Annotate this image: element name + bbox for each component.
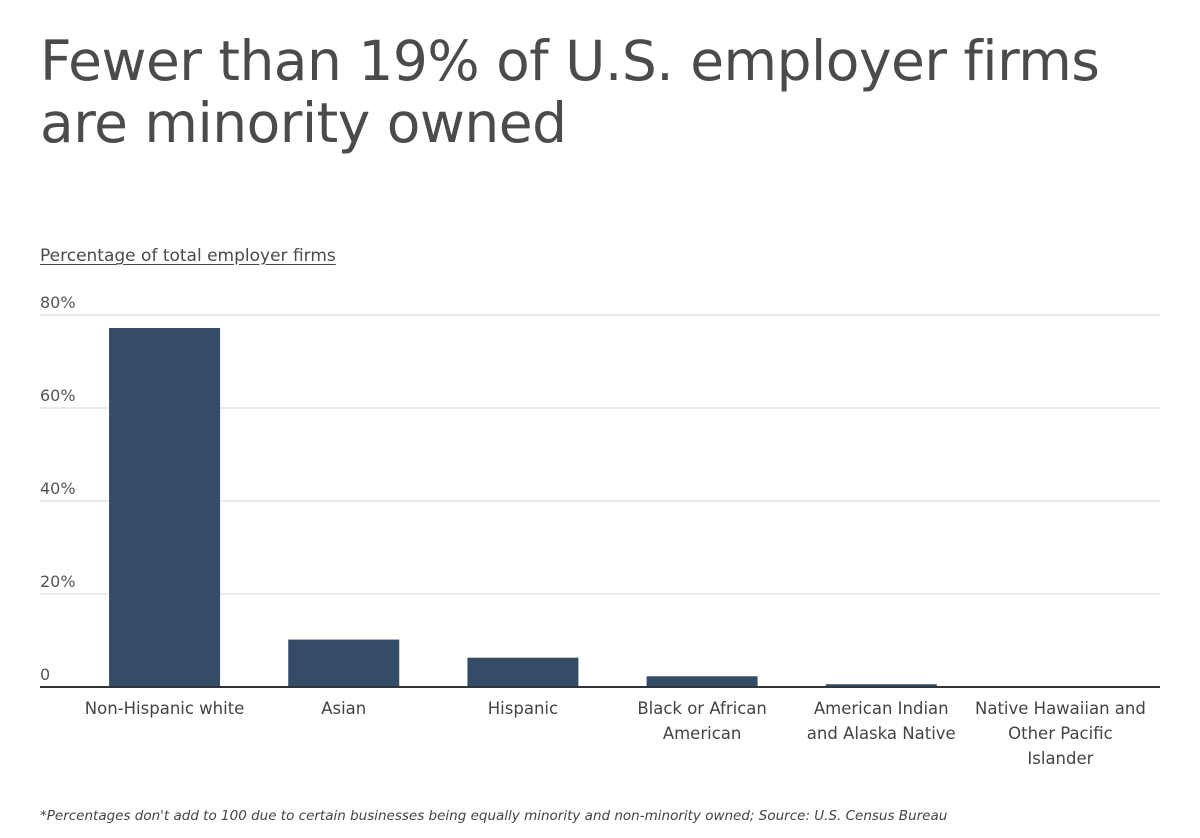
bar — [109, 328, 221, 687]
x-tick-label: Non-Hispanic white — [85, 699, 245, 718]
x-tick-label: Hispanic — [488, 699, 558, 718]
source-footnote: *Percentages don't add to 100 due to cer… — [40, 808, 948, 824]
y-tick-label: 60% — [40, 386, 76, 405]
bars — [109, 328, 1116, 687]
x-tick-label: Native Hawaiian and Other Pacific Islander — [975, 699, 1146, 768]
x-tick-labels: Non-Hispanic white Asian Hispanic Black or … — [85, 699, 1146, 768]
bar — [825, 684, 937, 687]
x-tick-label: Black or African American — [637, 699, 767, 743]
y-axis-label: Percentage of total employer firms — [40, 246, 336, 266]
y-tick-label: 40% — [40, 479, 76, 498]
bar-chart: 0 20% 40% 60% 80% Non-Hispanic white Asian His… — [40, 293, 1160, 768]
y-tick-label: 80% — [40, 293, 76, 312]
y-tick-label: 0 — [40, 665, 50, 684]
y-tick-labels: 0 20% 40% 60% 80% — [40, 293, 76, 684]
bar — [288, 639, 400, 687]
x-tick-label: Asian — [321, 699, 366, 718]
bar — [467, 657, 579, 687]
gridlines — [40, 314, 1160, 595]
y-tick-label: 20% — [40, 572, 76, 591]
bar — [646, 676, 758, 687]
x-tick-label: American Indian and Alaska Native — [807, 699, 956, 743]
chart-title: Fewer than 19% of U.S. employer firms ar… — [40, 29, 1100, 155]
